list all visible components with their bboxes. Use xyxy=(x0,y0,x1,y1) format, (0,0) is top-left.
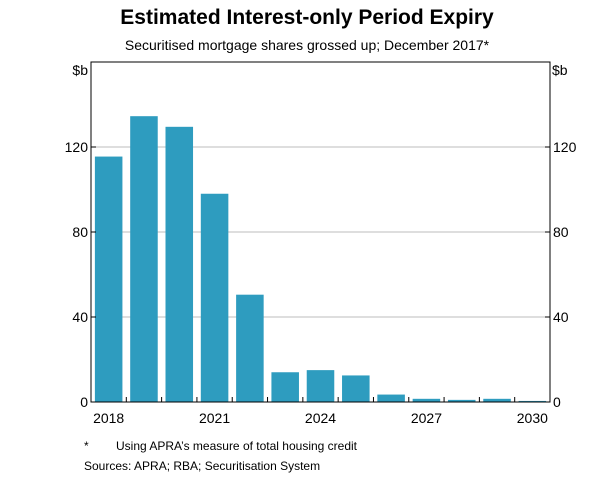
sources-note: Sources: APRA; RBA; Securitisation Syste… xyxy=(84,459,321,473)
y-tick-label-left-40: 40 xyxy=(72,309,88,325)
bar-2030 xyxy=(518,400,547,402)
x-tick-label-2018: 2018 xyxy=(93,410,124,426)
y-tick-label-right-80: 80 xyxy=(553,224,569,240)
x-tick-label-2030: 2030 xyxy=(517,410,548,426)
bar-2021 xyxy=(200,193,229,402)
y-tick-label-right-120: 120 xyxy=(553,139,577,155)
chart-subtitle: Securitised mortgage shares grossed up; … xyxy=(124,37,490,53)
gridlines xyxy=(91,146,550,318)
bar-2024 xyxy=(306,370,335,402)
footnote-mark: * xyxy=(84,439,89,453)
y-axis-unit-right: $b xyxy=(552,62,568,78)
chart-title: Estimated Interest-only Period Expiry xyxy=(120,6,494,29)
y-tick-label-left-80: 80 xyxy=(72,224,88,240)
footnote-text: Using APRA’s measure of total housing cr… xyxy=(116,439,358,453)
bar-2026 xyxy=(377,394,405,402)
bar-2018 xyxy=(94,156,123,402)
bar-2023 xyxy=(271,372,299,402)
bar-2025 xyxy=(342,375,370,402)
bar-2019 xyxy=(130,116,158,402)
footnote: * Using APRA’s measure of total housing c… xyxy=(84,439,357,453)
bars xyxy=(94,116,547,402)
x-tick-label-2021: 2021 xyxy=(199,410,230,426)
y-tick-label-left-120: 120 xyxy=(65,139,89,155)
y-tick-label-right-0: 0 xyxy=(553,394,561,410)
bar-2027 xyxy=(412,398,441,402)
y-tick-label-left-0: 0 xyxy=(80,394,88,410)
axis-ticks: 0 0 40 40 80 80 120 120 2018 2021 2024 2027 2030 xyxy=(65,139,577,426)
x-tick-label-2027: 2027 xyxy=(411,410,442,426)
bar-2028 xyxy=(447,399,476,402)
x-tick-label-2024: 2024 xyxy=(305,410,336,426)
bar-2020 xyxy=(165,126,194,402)
bar-2029 xyxy=(483,398,511,402)
y-axis-unit-left: $b xyxy=(72,62,88,78)
bar-2022 xyxy=(236,294,264,402)
y-tick-label-right-40: 40 xyxy=(553,309,569,325)
